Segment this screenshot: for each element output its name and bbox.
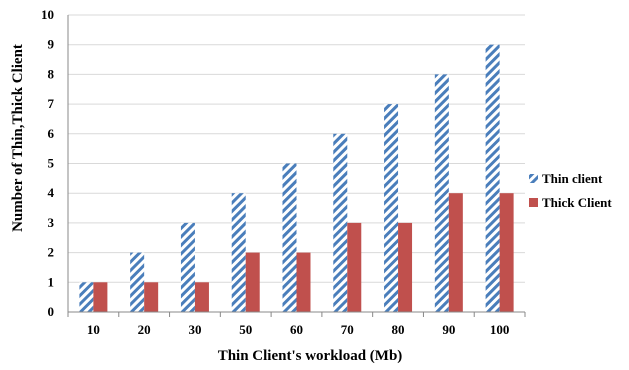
x-axis-title: Thin Client's workload (Mb) — [218, 348, 403, 364]
bars — [79, 44, 514, 313]
legend-label: Thin client — [542, 171, 603, 186]
bar-thin-client — [130, 252, 145, 312]
y-tick-label: 9 — [48, 37, 55, 52]
y-tick-label: 10 — [41, 7, 54, 22]
bar-thin-client — [384, 104, 399, 312]
x-tick-label: 50 — [239, 322, 252, 337]
bar-thin-client — [434, 74, 449, 313]
y-tick-label: 6 — [48, 126, 55, 141]
bar-thin-client — [231, 193, 246, 312]
y-tick-label: 3 — [48, 215, 55, 230]
bar-thick-client — [194, 282, 209, 312]
y-tick-label: 4 — [48, 185, 55, 200]
bar-thin-client — [180, 222, 195, 312]
x-tick-label: 10 — [87, 322, 100, 337]
legend-label: Thick Client — [542, 195, 612, 210]
x-tick-label: 30 — [188, 322, 201, 337]
y-tick-label: 1 — [48, 274, 55, 289]
y-axis-title: Number of Thin,Thick Client — [10, 44, 26, 232]
legend: Thin client Thick Client — [529, 171, 612, 210]
x-tick-label: 70 — [341, 322, 354, 337]
legend-swatch — [529, 174, 538, 183]
x-tick-label: 60 — [290, 322, 303, 337]
x-tick-label: 90 — [442, 322, 455, 337]
bar-thin-client — [79, 282, 94, 312]
bar-thick-client — [296, 252, 311, 312]
y-tick-label: 5 — [48, 156, 55, 171]
bar-thick-client — [347, 222, 362, 312]
bar-thick-client — [144, 282, 159, 312]
bar-thick-client — [245, 252, 260, 312]
x-tick-label: 100 — [490, 322, 510, 337]
y-tick-label: 7 — [48, 96, 55, 111]
legend-swatch — [529, 198, 538, 207]
bar-thick-client — [93, 282, 108, 312]
axes — [67, 15, 526, 317]
y-tick-label: 0 — [48, 304, 55, 319]
bar-thick-client — [398, 222, 413, 312]
bar-thin-client — [485, 44, 500, 312]
bar-thin-client — [333, 133, 348, 312]
x-tick-label: 80 — [392, 322, 405, 337]
bar-thick-client — [499, 193, 514, 312]
bar-thin-client — [282, 163, 297, 312]
x-tick-label: 20 — [138, 322, 151, 337]
bar-thick-client — [448, 193, 463, 312]
y-tick-label: 8 — [48, 66, 55, 81]
x-tick-labels: 10 20 30 50 60 70 80 90 100 — [87, 322, 509, 337]
y-tick-labels: 0 1 2 3 4 5 6 7 8 9 10 — [41, 7, 55, 319]
y-tick-label: 2 — [48, 245, 55, 260]
